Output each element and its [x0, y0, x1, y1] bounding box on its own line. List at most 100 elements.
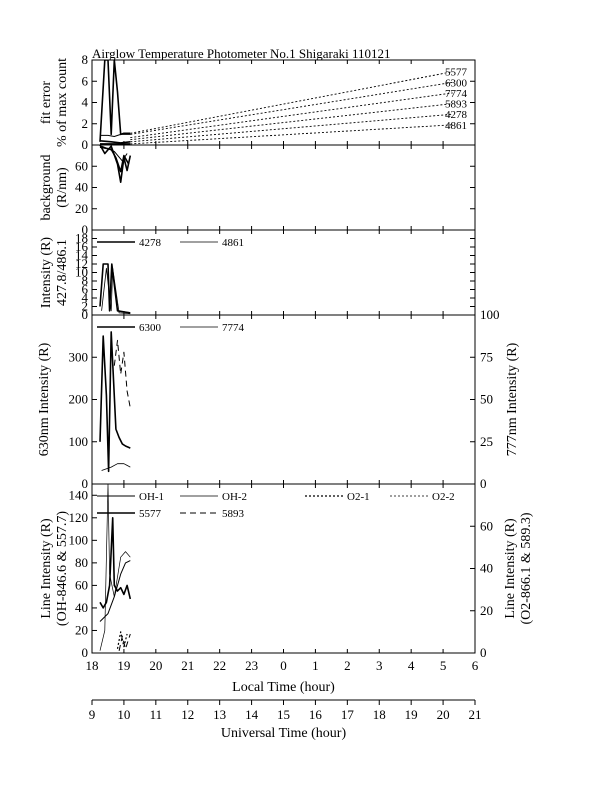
y-tick-label: 2: [82, 116, 89, 131]
y-axis-title-right: (O2-866.1 & 589.3): [519, 512, 534, 624]
y-tick-label: 14: [75, 248, 89, 263]
y-tick-label: 100: [69, 434, 89, 449]
x-tick-label: 19: [117, 658, 130, 673]
y-tick-label: 0: [82, 307, 89, 322]
y-tick-label: 120: [69, 510, 89, 525]
series-end-label: 4861: [445, 120, 467, 132]
series-line-7774: [130, 92, 453, 139]
y-axis-title: (OH-846.6 & 557.7): [55, 511, 70, 626]
panel-frame: [91, 144, 476, 231]
ut-tick-label: 14: [245, 707, 259, 722]
legend-label: 4861: [222, 237, 244, 249]
y-tick-label: 2: [82, 299, 89, 314]
series-line-4278: [130, 113, 453, 143]
series-line-7774: [99, 140, 131, 144]
series-line-4278: [99, 263, 131, 314]
series-line-O2-1: [116, 631, 128, 649]
y-tick-label: 8: [82, 52, 89, 67]
series-end-label: 7774: [445, 88, 468, 100]
series-end-label: 5893: [445, 99, 468, 111]
y-tick-label: 20: [75, 201, 88, 216]
y-tick-label-right: 20: [480, 603, 493, 618]
y-axis-title: (R/nm): [55, 167, 70, 208]
ut-tick-label: 18: [373, 707, 386, 722]
legend-label: 5893: [222, 508, 245, 520]
y-tick-label: 6: [82, 282, 89, 297]
y-tick-label: 6: [82, 73, 89, 88]
y-tick-label: 0: [82, 476, 89, 491]
y-tick-label: 8: [82, 273, 89, 288]
x-tick-label: 3: [376, 658, 383, 673]
data-layer: [99, 331, 131, 473]
series-line-4861: [101, 267, 131, 315]
y-tick-label: 0: [82, 137, 89, 152]
ut-tick-label: 13: [213, 707, 226, 722]
ut-tick-label: 16: [309, 707, 323, 722]
series-line-6300: [130, 81, 453, 135]
x-tick-label: 21: [181, 658, 194, 673]
y-tick-label-right: 40: [480, 561, 493, 576]
x-tick-label: 4: [408, 658, 415, 673]
series-line-4861: [130, 124, 453, 145]
x-tick-label: 0: [280, 658, 287, 673]
y-axis-title: fit error: [39, 81, 54, 124]
y-axis-title: 427.8/486.1: [55, 239, 70, 306]
series-line-OH-2: [99, 484, 131, 651]
y-tick-label: 40: [75, 600, 88, 615]
ut-tick-label: 10: [117, 707, 130, 722]
y-tick-label: 300: [69, 349, 89, 364]
legend-label: OH-1: [139, 491, 164, 503]
y-tick-label: 4: [82, 290, 89, 305]
ut-tick-label: 17: [341, 707, 355, 722]
data-layer: [99, 60, 453, 145]
legend-label: 7774: [222, 322, 245, 334]
ut-tick-label: 11: [150, 707, 163, 722]
y-tick-label: 200: [69, 392, 89, 407]
y-axis-title: background: [39, 154, 54, 220]
series-line-6300: [100, 133, 131, 137]
y-tick-label: 18: [75, 231, 88, 246]
y-tick-label: 80: [75, 555, 88, 570]
y-tick-label: 40: [75, 180, 88, 195]
ut-tick-label: 19: [405, 707, 418, 722]
panel-frame: [91, 59, 476, 146]
y-tick-label-right: 0: [480, 476, 487, 491]
x-tick-label: 18: [86, 658, 99, 673]
legend-label: 6300: [139, 322, 162, 334]
data-layer: [99, 145, 132, 183]
series-end-label: 4278: [445, 109, 468, 121]
legend-label: O2-1: [347, 491, 370, 503]
series-line-OH-1: [99, 560, 131, 622]
y-tick-label: 0: [82, 645, 89, 660]
y-tick-label: 10: [75, 265, 88, 280]
series-line-5577: [130, 71, 453, 134]
legend-label: O2-2: [432, 491, 455, 503]
data-layer: [99, 484, 132, 652]
ut-tick-label: 9: [89, 707, 96, 722]
y-tick-label-right: 75: [480, 349, 493, 364]
panel-intensity-630: 0 100 200 300 0 25 50 75 100 630nm Intensity (R) 7…: [37, 307, 520, 491]
y-tick-label: 60: [75, 158, 88, 173]
series-end-label: 5577: [445, 67, 468, 79]
y-tick-label-right: 25: [480, 434, 493, 449]
y-axis-title: Line Intensity (R): [39, 518, 54, 619]
legend-label: 5577: [139, 508, 162, 520]
y-tick-label: 4: [82, 95, 89, 110]
y-axis-title: 630nm Intensity (R): [37, 342, 52, 456]
legend-label: OH-2: [222, 491, 247, 503]
chart-title: Airglow Temperature Photometer No.1 Shig…: [92, 46, 391, 61]
series-end-label: 6300: [445, 77, 468, 89]
y-tick-label: 12: [75, 256, 88, 271]
legend-label: 4278: [139, 237, 162, 249]
y-tick-label: 0: [82, 222, 89, 237]
series-line-5577: [99, 516, 132, 609]
series-line-7774b: [113, 339, 131, 408]
y-tick-label: 100: [69, 532, 89, 547]
y-tick-label: 60: [75, 577, 88, 592]
y-axis-title: Intensity (R): [39, 237, 54, 308]
series-line-5577: [99, 60, 131, 142]
ut-tick-label: 15: [277, 707, 290, 722]
data-layer: [99, 263, 131, 315]
